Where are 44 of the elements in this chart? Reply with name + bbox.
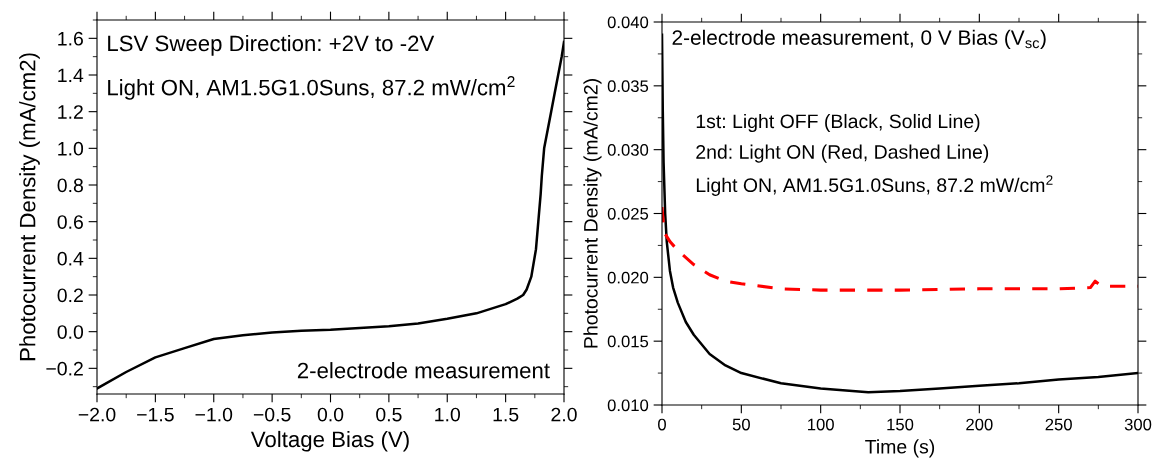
y-tick-label: 0.030: [607, 144, 649, 156]
y-tick-label: 0.010: [607, 399, 649, 412]
y-axis-title: Photocurrent Density (mA/cm2): [583, 79, 602, 348]
x-tick-label: 250: [1045, 418, 1072, 431]
y-tick-label: 0.4: [57, 251, 84, 266]
x-axis-title: Time (s): [865, 439, 935, 458]
x-tick-label: 50: [732, 418, 750, 431]
x-axis-title: Voltage Bias (V): [250, 430, 409, 452]
x-tick-label: −1.0: [195, 407, 233, 422]
y-tick-label: 0.015: [607, 335, 649, 348]
y-tick-label: 0.025: [607, 207, 649, 220]
x-tick-label: 0: [658, 418, 666, 431]
x-tick-label: 150: [887, 418, 914, 431]
x-tick-label: 2.0: [551, 407, 577, 422]
x-tick-label: 1.5: [493, 407, 519, 422]
x-tick-label: 100: [808, 418, 834, 431]
x-tick-label: −0.5: [253, 407, 291, 422]
y-tick-label: 1.2: [58, 105, 83, 119]
y-tick-label: 0.020: [607, 271, 649, 284]
y-tick-label: 1.0: [58, 141, 84, 156]
x-tick-label: −1.5: [137, 407, 174, 422]
annotation: Light ON, AM1.5G1.0Suns, 87.2 mW/cm$^{2}$: [696, 175, 1053, 196]
annotation: Light ON, AM1.5G1.0Suns, 87.2 mW/cm$^{2}$: [108, 76, 515, 100]
y-tick-label: 0.040: [607, 16, 649, 29]
x-tick-label: 0.0: [317, 407, 344, 422]
y-tick-label: 0.0: [57, 325, 84, 339]
y-tick-label: −0.2: [46, 361, 83, 376]
y-tick-label: 0.2: [57, 288, 83, 303]
y-tick-label: 1.6: [58, 31, 83, 46]
x-tick-label: 300: [1124, 418, 1152, 431]
annotation: LSV Sweep Direction: +2V to -2V: [108, 34, 435, 56]
x-tick-label: 200: [966, 418, 993, 431]
x-tick-label: 1.0: [435, 407, 461, 422]
annotation: 2nd: Light ON (Red, Dashed Line): [696, 144, 989, 163]
y-axis-title: Photocurrent Density (mA/cm2): [19, 53, 40, 361]
y-tick-label: 0.6: [57, 215, 83, 229]
y-tick-label: 1.4: [58, 68, 84, 83]
x-tick-label: 0.5: [376, 407, 402, 422]
annotation: 1st: Light OFF (Black, Solid Line): [696, 113, 980, 133]
y-tick-label: 0.8: [57, 178, 83, 193]
annotation: 2-electrode measurement, 0 V Bias (V$_{sc}$): [672, 29, 1046, 50]
annotation: 2-electrode measurement: [297, 362, 550, 379]
x-tick-label: −2.0: [78, 407, 116, 422]
y-tick-label: 0.035: [607, 80, 649, 93]
